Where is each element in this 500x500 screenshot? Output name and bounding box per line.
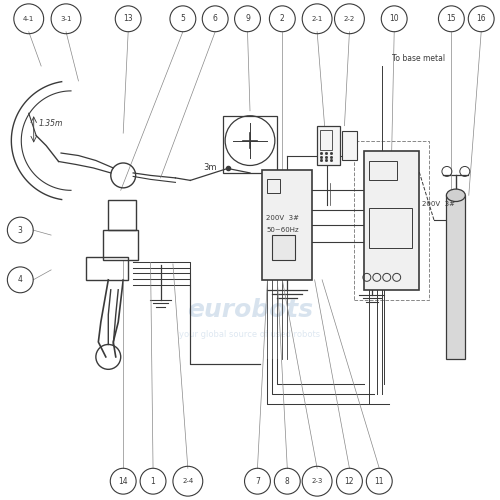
- Text: 50~60Hz: 50~60Hz: [266, 226, 298, 232]
- Text: 2-1: 2-1: [312, 16, 323, 22]
- Text: 2-2: 2-2: [344, 16, 355, 22]
- Text: 3: 3: [18, 226, 22, 234]
- Text: 3-1: 3-1: [60, 16, 72, 22]
- Text: 2-3: 2-3: [312, 478, 323, 484]
- Text: 16: 16: [476, 14, 486, 24]
- Bar: [86, 258, 128, 280]
- Text: 14: 14: [118, 476, 128, 486]
- Bar: [342, 130, 357, 160]
- Text: 9: 9: [245, 14, 250, 24]
- Text: 12: 12: [344, 476, 354, 486]
- Text: 200V  3#: 200V 3#: [422, 201, 454, 207]
- Text: 1: 1: [150, 476, 156, 486]
- Text: 1.35m: 1.35m: [39, 119, 64, 128]
- Text: 5: 5: [180, 14, 186, 24]
- Text: 2: 2: [280, 14, 284, 24]
- Text: 7: 7: [255, 476, 260, 486]
- Bar: [268, 179, 280, 193]
- Text: 3m: 3m: [204, 164, 217, 172]
- Bar: [222, 116, 278, 173]
- Bar: [320, 130, 332, 150]
- Bar: [354, 140, 429, 300]
- Text: 15: 15: [446, 14, 456, 24]
- Text: eurobots: eurobots: [187, 298, 313, 322]
- Ellipse shape: [446, 189, 466, 202]
- Bar: [108, 200, 136, 230]
- Text: 6: 6: [213, 14, 218, 24]
- Bar: [104, 230, 138, 260]
- Text: your global source of used robots: your global source of used robots: [180, 330, 320, 339]
- Bar: [272, 235, 295, 260]
- Text: 4-1: 4-1: [23, 16, 34, 22]
- Bar: [370, 208, 412, 248]
- Bar: [364, 150, 419, 290]
- Text: 200V  3#: 200V 3#: [266, 214, 299, 220]
- Text: 13: 13: [124, 14, 133, 24]
- Text: 4: 4: [18, 276, 22, 284]
- Bar: [262, 170, 312, 280]
- Text: To base metal: To base metal: [392, 54, 445, 62]
- Bar: [317, 126, 340, 166]
- Text: 2-4: 2-4: [182, 478, 194, 484]
- Text: 8: 8: [285, 476, 290, 486]
- Text: 10: 10: [390, 14, 399, 24]
- Bar: [446, 196, 466, 360]
- Text: 11: 11: [374, 476, 384, 486]
- Bar: [370, 160, 396, 180]
